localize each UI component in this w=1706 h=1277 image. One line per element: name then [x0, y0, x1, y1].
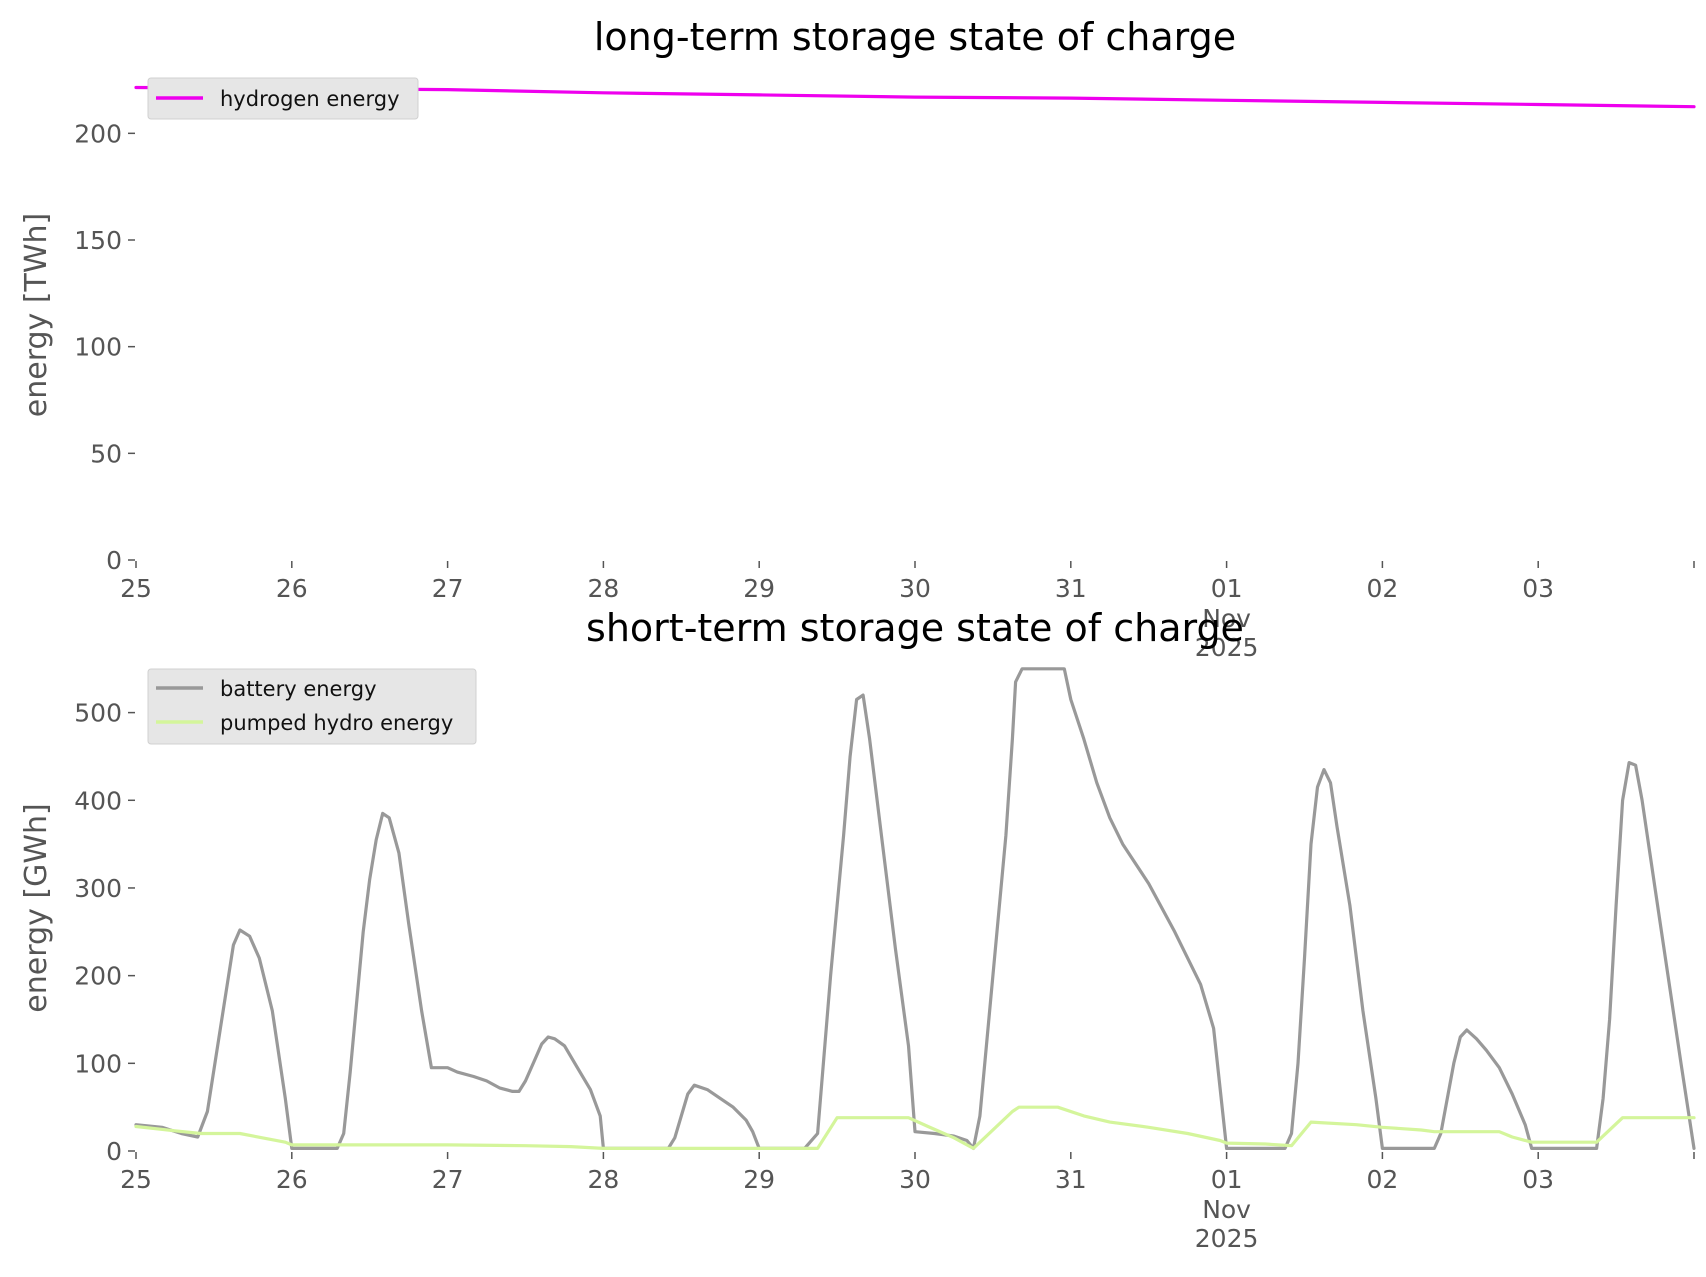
x-tick-label: 27: [432, 1165, 464, 1194]
x-tick-label: 31: [1055, 574, 1087, 603]
y-tick-label: 200: [74, 119, 122, 148]
x-tick-month: Nov: [1202, 604, 1251, 633]
x-tick-label: 01: [1211, 574, 1243, 603]
y-tick-label: 0: [106, 546, 122, 575]
x-tick-year: 2025: [1195, 1224, 1259, 1253]
y-tick-label: 400: [74, 786, 122, 815]
legend-box: [147, 668, 477, 745]
series-line-battery-energy: [134, 667, 1696, 1150]
y-tick-label: 200: [74, 962, 122, 991]
legend-label-battery: battery energy: [220, 677, 377, 701]
legend-label-hydrogen: hydrogen energy: [220, 87, 400, 111]
short-term-storage-chart: short-term storage state of charge energ…: [19, 606, 1696, 1253]
y-ticks: 0 100 200 300 400 500: [74, 699, 135, 1166]
y-axis-label: energy [TWh]: [19, 213, 54, 417]
y-tick-label: 300: [74, 874, 122, 903]
x-tick-label: 26: [276, 574, 308, 603]
x-tick-label: 03: [1522, 574, 1554, 603]
long-term-storage-chart: long-term storage state of charge energy…: [19, 15, 1696, 662]
series-line-pumped-hydro-energy: [134, 1105, 1696, 1150]
y-tick-label: 150: [74, 226, 122, 255]
x-tick-label: 29: [743, 574, 775, 603]
x-tick-label: 25: [120, 1165, 152, 1194]
chart-title: short-term storage state of charge: [586, 606, 1244, 650]
x-tick-month: Nov: [1202, 1195, 1251, 1224]
x-tick-label: 27: [432, 574, 464, 603]
x-tick-year: 2025: [1195, 633, 1259, 662]
x-tick-label: 28: [587, 574, 619, 603]
x-tick-label: 30: [899, 574, 931, 603]
y-tick-label: 50: [90, 439, 122, 468]
y-tick-label: 100: [74, 333, 122, 362]
x-tick-label: 29: [743, 1165, 775, 1194]
x-tick-label: 02: [1366, 1165, 1398, 1194]
x-tick-label: 30: [899, 1165, 931, 1194]
x-tick-label: 28: [587, 1165, 619, 1194]
x-tick-label: 01: [1211, 1165, 1243, 1194]
y-axis-label: energy [GWh]: [19, 803, 54, 1012]
chart-title: long-term storage state of charge: [594, 15, 1236, 59]
x-tick-label: 02: [1366, 574, 1398, 603]
x-tick-label: 26: [276, 1165, 308, 1194]
x-tick-label: 25: [120, 574, 152, 603]
x-tick-label: 31: [1055, 1165, 1087, 1194]
legend: hydrogen energy: [147, 77, 419, 120]
legend: battery energy pumped hydro energy: [147, 668, 477, 745]
legend-box: [147, 77, 419, 120]
y-ticks: 0 50 100 150 200: [74, 119, 135, 575]
series-layer: [134, 667, 1696, 1150]
y-tick-label: 0: [106, 1137, 122, 1166]
y-tick-label: 100: [74, 1049, 122, 1078]
x-tick-label: 03: [1522, 1165, 1554, 1194]
legend-label-pumped-hydro: pumped hydro energy: [220, 711, 453, 735]
y-tick-label: 500: [74, 699, 122, 728]
